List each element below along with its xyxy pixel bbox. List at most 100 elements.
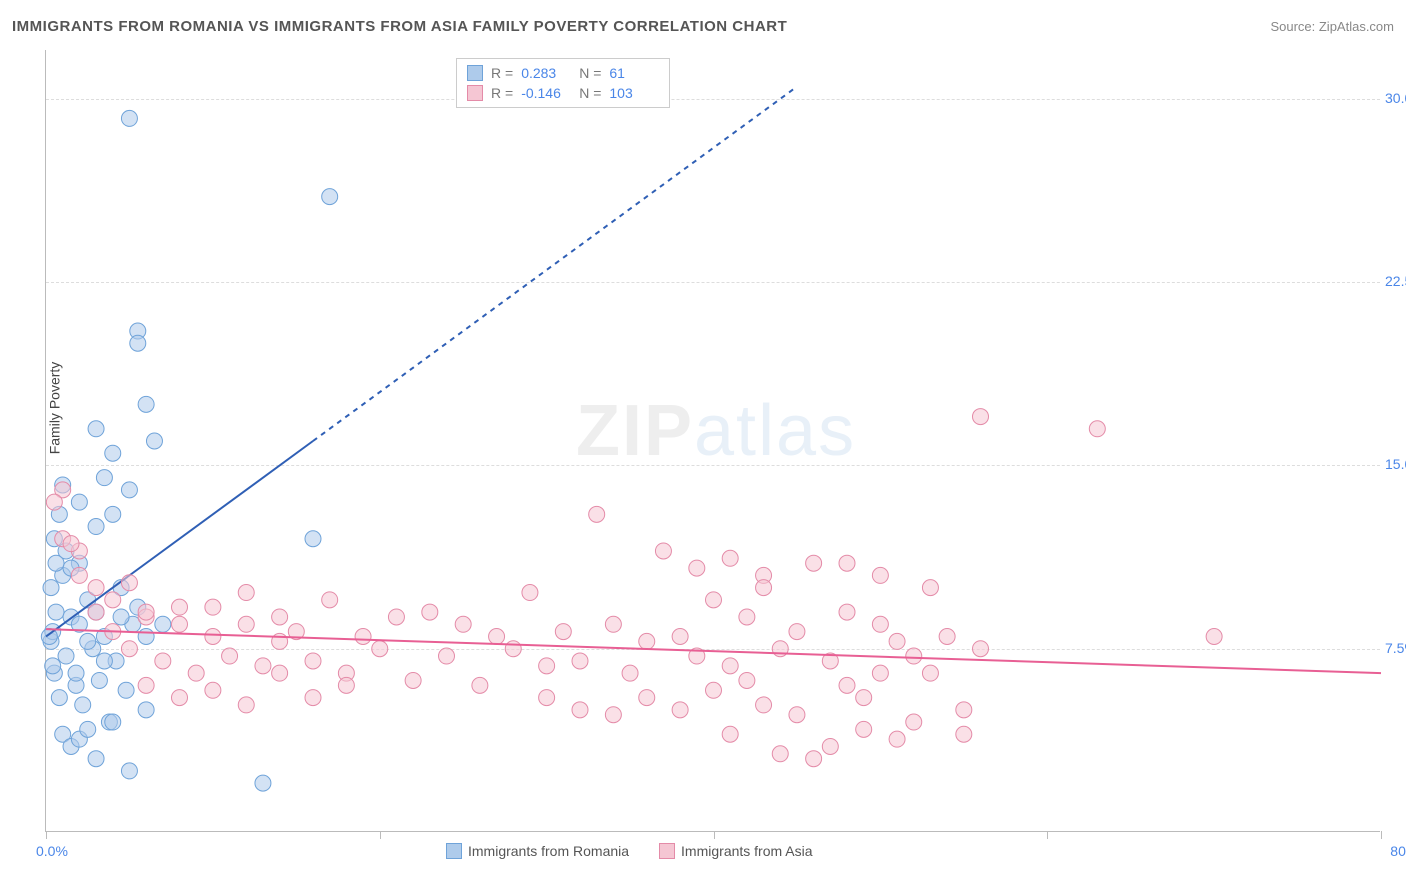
data-point xyxy=(138,629,154,645)
data-point xyxy=(956,702,972,718)
data-point xyxy=(889,731,905,747)
romania-legend-label: Immigrants from Romania xyxy=(468,843,629,859)
data-point xyxy=(255,775,271,791)
data-point xyxy=(639,690,655,706)
chart-container: IMMIGRANTS FROM ROMANIA VS IMMIGRANTS FR… xyxy=(0,0,1406,892)
asia-swatch-icon xyxy=(467,85,483,101)
data-point xyxy=(355,629,371,645)
data-point xyxy=(51,690,67,706)
data-point xyxy=(973,409,989,425)
data-point xyxy=(58,648,74,664)
x-tick xyxy=(714,831,715,839)
data-point xyxy=(113,609,129,625)
data-point xyxy=(88,604,104,620)
data-point xyxy=(522,585,538,601)
data-point xyxy=(71,567,87,583)
data-point xyxy=(96,653,112,669)
data-point xyxy=(756,580,772,596)
plot-area: ZIPatlas 7.5%15.0%22.5%30.0% R = 0.283 N… xyxy=(45,50,1380,832)
data-point xyxy=(48,604,64,620)
data-point xyxy=(91,672,107,688)
data-point xyxy=(1206,629,1222,645)
data-point xyxy=(75,697,91,713)
data-point xyxy=(539,658,555,674)
data-point xyxy=(872,665,888,681)
data-point xyxy=(839,604,855,620)
data-point xyxy=(80,633,96,649)
data-point xyxy=(121,110,137,126)
x-axis-max-label: 80.0% xyxy=(1390,843,1406,859)
data-point xyxy=(922,580,938,596)
data-point xyxy=(88,751,104,767)
data-point xyxy=(105,445,121,461)
chart-header: IMMIGRANTS FROM ROMANIA VS IMMIGRANTS FR… xyxy=(12,18,1394,35)
data-point xyxy=(639,633,655,649)
data-point xyxy=(272,665,288,681)
data-point xyxy=(205,682,221,698)
data-point xyxy=(155,653,171,669)
data-point xyxy=(45,658,61,674)
data-point xyxy=(138,677,154,693)
data-point xyxy=(388,609,404,625)
legend-item-asia: Immigrants from Asia xyxy=(659,843,812,859)
data-point xyxy=(68,665,84,681)
data-point xyxy=(96,470,112,486)
chart-title: IMMIGRANTS FROM ROMANIA VS IMMIGRANTS FR… xyxy=(12,18,787,35)
data-point xyxy=(706,682,722,698)
data-point xyxy=(739,609,755,625)
romania-legend-swatch-icon xyxy=(446,843,462,859)
data-point xyxy=(121,763,137,779)
regression-line-extrapolated xyxy=(313,87,797,441)
x-tick xyxy=(1047,831,1048,839)
data-point xyxy=(539,690,555,706)
data-point xyxy=(605,707,621,723)
data-point xyxy=(105,714,121,730)
data-point xyxy=(839,677,855,693)
data-point xyxy=(121,575,137,591)
data-point xyxy=(439,648,455,664)
data-point xyxy=(772,746,788,762)
data-point xyxy=(272,609,288,625)
data-point xyxy=(138,396,154,412)
data-point xyxy=(872,567,888,583)
data-point xyxy=(722,726,738,742)
stats-legend-box: R = 0.283 N = 61 R = -0.146 N = 103 xyxy=(456,58,670,108)
data-point xyxy=(672,702,688,718)
data-point xyxy=(806,555,822,571)
data-point xyxy=(305,653,321,669)
data-point xyxy=(88,580,104,596)
romania-r-value: 0.283 xyxy=(521,65,571,81)
data-point xyxy=(105,506,121,522)
data-point xyxy=(71,494,87,510)
data-point xyxy=(706,592,722,608)
data-point xyxy=(338,677,354,693)
asia-legend-swatch-icon xyxy=(659,843,675,859)
data-point xyxy=(939,629,955,645)
data-point xyxy=(172,690,188,706)
data-point xyxy=(422,604,438,620)
data-point xyxy=(305,690,321,706)
data-point xyxy=(48,555,64,571)
regression-line xyxy=(46,629,1381,673)
n-label: N = xyxy=(579,85,601,101)
data-point xyxy=(238,616,254,632)
data-point xyxy=(146,433,162,449)
data-point xyxy=(238,697,254,713)
y-tick-label: 30.0% xyxy=(1385,90,1406,106)
data-point xyxy=(973,641,989,657)
data-point xyxy=(405,672,421,688)
data-point xyxy=(889,633,905,649)
data-point xyxy=(105,592,121,608)
data-point xyxy=(872,616,888,632)
data-point xyxy=(1089,421,1105,437)
data-point xyxy=(822,738,838,754)
data-point xyxy=(238,585,254,601)
data-point xyxy=(118,682,134,698)
legend-item-romania: Immigrants from Romania xyxy=(446,843,629,859)
data-point xyxy=(322,592,338,608)
data-point xyxy=(121,482,137,498)
data-point xyxy=(455,616,471,632)
data-point xyxy=(789,624,805,640)
romania-n-value: 61 xyxy=(609,65,659,81)
data-point xyxy=(589,506,605,522)
